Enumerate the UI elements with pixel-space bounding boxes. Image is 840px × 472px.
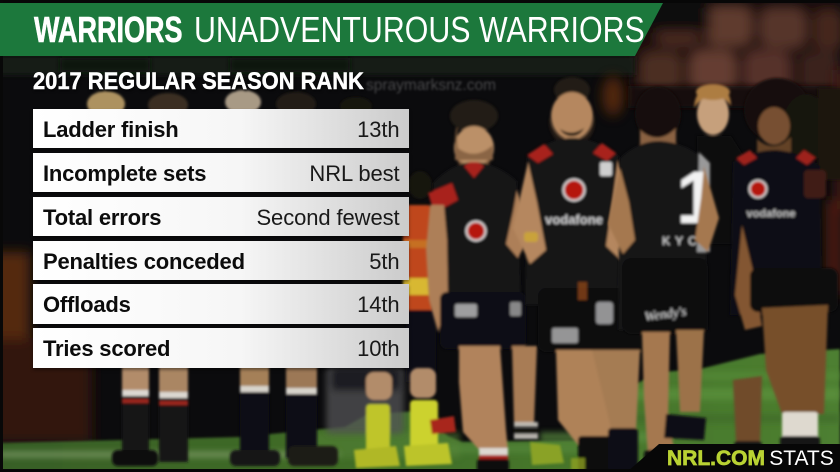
svg-text:vodafone: vodafone: [545, 212, 603, 227]
svg-text:Wendy's: Wendy's: [644, 303, 688, 324]
svg-text:KYC: KYC: [662, 234, 702, 248]
svg-text:spraymarksnz.com: spraymarksnz.com: [366, 77, 496, 94]
svg-text:vodafone: vodafone: [747, 208, 796, 220]
